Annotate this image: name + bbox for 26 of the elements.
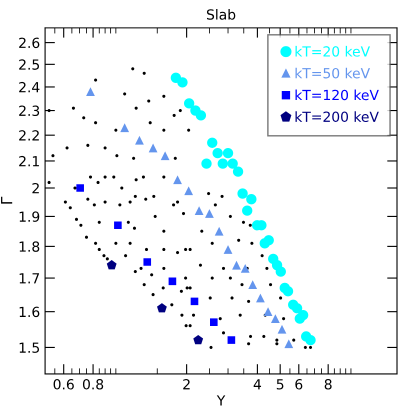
x-tick-label: 8 bbox=[324, 379, 332, 390]
y-tick-label: 2.3 bbox=[19, 106, 40, 116]
y-tick-label: 1.9 bbox=[20, 211, 40, 222]
y-tick-label: 1.7 bbox=[20, 273, 40, 284]
y-tick-label: 2 bbox=[32, 182, 39, 194]
y-tick-label: 1.5 bbox=[20, 342, 40, 353]
y-tick-label: 1.8 bbox=[20, 241, 40, 252]
x-tick-label: 0.8 bbox=[82, 379, 104, 390]
y-tick-label: 2.5 bbox=[19, 59, 40, 70]
y-tick-label: 1.6 bbox=[20, 306, 40, 318]
chart-title: Slab bbox=[206, 8, 236, 20]
y-tick-label: 2.4 bbox=[19, 82, 40, 92]
y-axis-title: Γ bbox=[1, 196, 12, 204]
legend-label: kT=20 keV bbox=[296, 46, 370, 57]
x-tick-label: 5 bbox=[276, 379, 284, 390]
y-tick-label: 2.2 bbox=[19, 130, 39, 140]
legend-label: kT=50 keV bbox=[296, 68, 370, 78]
y-tick-label: 2.6 bbox=[19, 38, 40, 48]
x-tick-label: 6 bbox=[295, 379, 302, 390]
x-tick-label: 2 bbox=[183, 379, 190, 390]
legend-label: kT=120 keV bbox=[296, 89, 379, 100]
legend-label: kT=200 keV bbox=[296, 111, 379, 122]
y-tick-label: 2.1 bbox=[19, 156, 39, 166]
x-axis-title: Y bbox=[216, 395, 226, 406]
x-tick-label: 0.6 bbox=[54, 379, 74, 390]
x-tick-label: 4 bbox=[254, 379, 262, 390]
